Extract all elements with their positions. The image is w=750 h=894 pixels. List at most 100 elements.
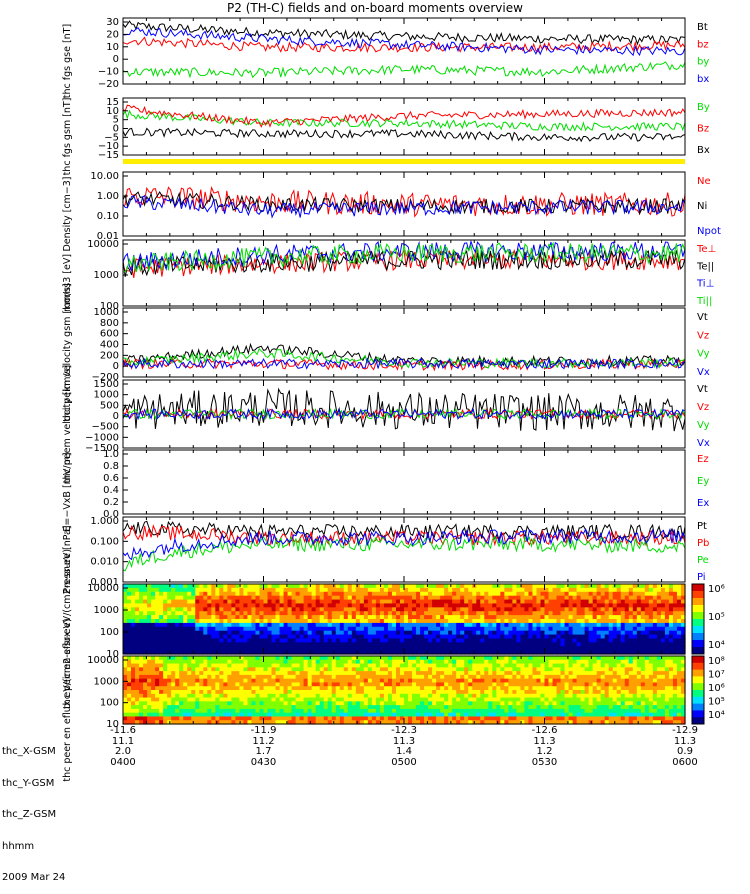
heatmap-cell [284, 675, 289, 679]
heatmap-cell [199, 709, 204, 713]
heatmap-cell [332, 603, 337, 607]
heatmap-cell [416, 660, 421, 664]
heatmap-cell [284, 623, 289, 627]
heatmap-cell [171, 619, 176, 623]
heatmap-cell [223, 679, 228, 683]
heatmap-cell [577, 638, 582, 642]
heatmap-cell [332, 592, 337, 596]
heatmap-cell [259, 679, 264, 683]
heatmap-cell [376, 619, 381, 623]
heatmap-cell [147, 698, 152, 702]
heatmap-cell [199, 592, 204, 596]
heatmap-cell [456, 679, 461, 683]
heatmap-cell [251, 709, 256, 713]
heatmap-cell [384, 603, 389, 607]
heatmap-cell [577, 642, 582, 646]
heatmap-cell [468, 667, 473, 671]
heatmap-cell [617, 588, 622, 592]
heatmap-cell [159, 698, 164, 702]
heatmap-cell [376, 607, 381, 611]
heatmap-cell [645, 638, 650, 642]
heatmap-cell [324, 660, 329, 664]
heatmap-cell [276, 682, 281, 686]
heatmap-cell [408, 709, 413, 713]
heatmap-cell [549, 607, 554, 611]
heatmap-cell [235, 671, 240, 675]
heatmap-cell [155, 631, 160, 635]
heatmap-cell [147, 635, 152, 639]
heatmap-cell [127, 686, 132, 690]
heatmap-cell [255, 631, 260, 635]
heatmap-cell [255, 656, 260, 660]
y-tick-label: 10.00 [90, 171, 119, 182]
heatmap-cell [432, 679, 437, 683]
heatmap-cell [195, 701, 200, 705]
heatmap-cell [255, 664, 260, 668]
heatmap-cell [432, 603, 437, 607]
heatmap-cell [488, 638, 493, 642]
heatmap-cell [440, 698, 445, 702]
heatmap-cell [424, 615, 429, 619]
heatmap-cell [187, 709, 192, 713]
heatmap-cell [179, 615, 184, 619]
heatmap-cell [175, 660, 180, 664]
heatmap-cell [368, 671, 373, 675]
heatmap-cell [504, 596, 509, 600]
heatmap-cell [561, 627, 566, 631]
heatmap-cell [629, 635, 634, 639]
heatmap-cell [492, 584, 497, 588]
heatmap-cell [677, 596, 682, 600]
heatmap-cell [448, 646, 453, 650]
heatmap-cell [436, 631, 441, 635]
heatmap-cell [444, 701, 449, 705]
heatmap-cell [605, 584, 610, 588]
heatmap-cell [227, 686, 232, 690]
heatmap-cell [569, 642, 574, 646]
heatmap-cell [408, 698, 413, 702]
heatmap-cell [436, 716, 441, 720]
heatmap-cell [276, 642, 281, 646]
heatmap-cell [448, 615, 453, 619]
heatmap-cell [127, 682, 132, 686]
heatmap-cell [416, 611, 421, 615]
heatmap-cell [264, 690, 269, 694]
heatmap-cell [231, 705, 236, 709]
heatmap-cell [532, 607, 537, 611]
heatmap-cell [288, 631, 293, 635]
heatmap-cell [344, 584, 349, 588]
heatmap-cell [348, 671, 353, 675]
heatmap-cell [251, 646, 256, 650]
heatmap-cell [332, 682, 337, 686]
heatmap-cell [504, 584, 509, 588]
heatmap-cell [332, 686, 337, 690]
heatmap-cell [528, 619, 533, 623]
heatmap-cell [372, 694, 377, 698]
heatmap-cell [296, 615, 301, 619]
heatmap-cell [284, 679, 289, 683]
heatmap-cell [645, 611, 650, 615]
heatmap-cell [135, 627, 140, 631]
heatmap-cell [203, 671, 208, 675]
heatmap-cell [171, 694, 176, 698]
heatmap-cell [468, 682, 473, 686]
heatmap-cell [280, 698, 285, 702]
heatmap-cell [677, 635, 682, 639]
heatmap-cell [428, 584, 433, 588]
heatmap-cell [452, 603, 457, 607]
y-tick-label: 0.2 [103, 497, 119, 508]
heatmap-cell [183, 686, 188, 690]
heatmap-cell [500, 705, 505, 709]
heatmap-cell [561, 619, 566, 623]
heatmap-cell [516, 660, 521, 664]
heatmap-cell [392, 664, 397, 668]
heatmap-cell [219, 701, 224, 705]
heatmap-cell [420, 686, 425, 690]
heatmap-cell [364, 694, 369, 698]
heatmap-cell [272, 690, 277, 694]
heatmap-cell [512, 635, 517, 639]
heatmap-cell [135, 664, 140, 668]
heatmap-cell [304, 679, 309, 683]
heatmap-cell [316, 619, 321, 623]
heatmap-cell [167, 660, 172, 664]
heatmap-cell [340, 631, 345, 635]
